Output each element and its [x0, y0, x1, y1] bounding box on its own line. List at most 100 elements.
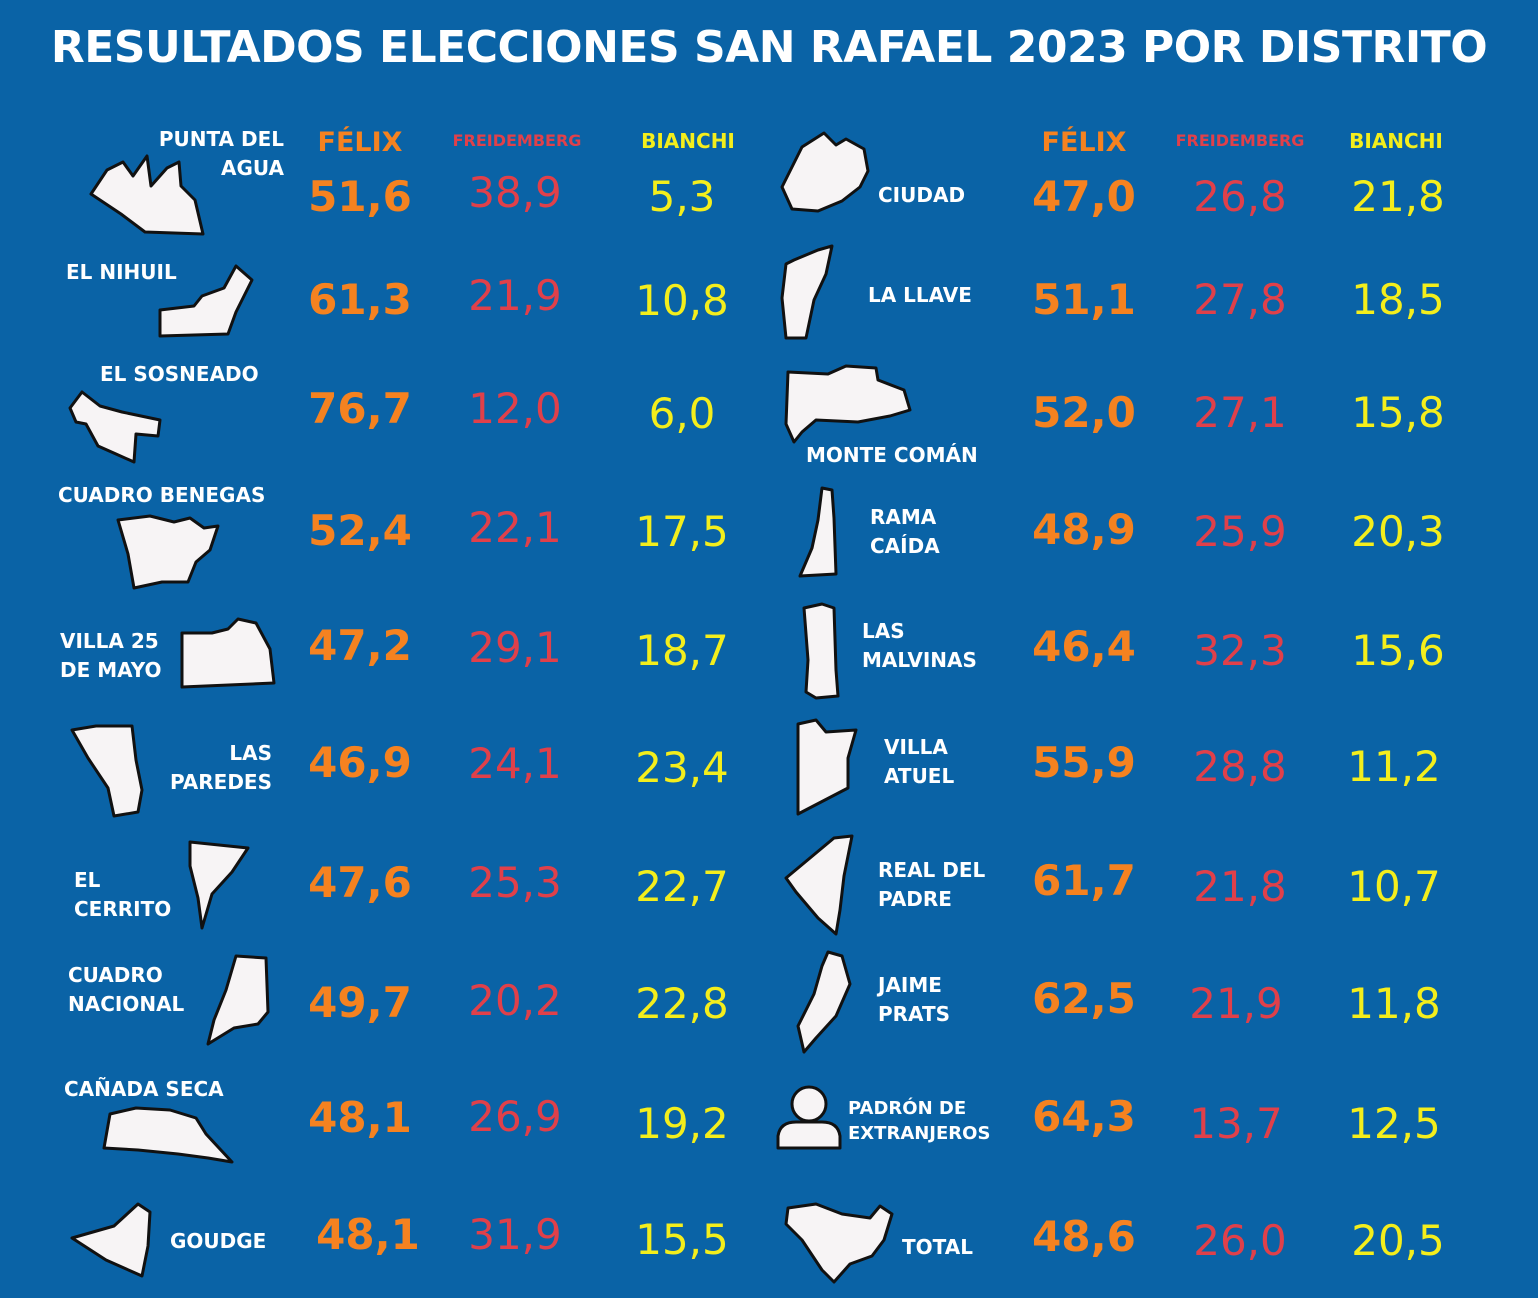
district-map-las-paredes [70, 724, 144, 818]
felix-value: 48,1 [308, 1093, 412, 1142]
district-map-ciudad [780, 131, 870, 213]
bianchi-value: 22,8 [635, 979, 729, 1028]
bianchi-value: 22,7 [635, 862, 729, 911]
freidemberg-value: 31,9 [468, 1210, 562, 1259]
freidemberg-value: 27,8 [1193, 275, 1287, 324]
page-title: RESULTADOS ELECCIONES SAN RAFAEL 2023 PO… [50, 22, 1488, 73]
district-name: LA LLAVE [868, 283, 972, 307]
person-icon [776, 1085, 842, 1150]
freidemberg-value: 20,2 [468, 976, 562, 1025]
freidemberg-value: 12,0 [468, 384, 562, 433]
freidemberg-value: 27,1 [1193, 388, 1287, 437]
district-name: LAS MALVINAS [862, 619, 977, 672]
freidemberg-value: 28,8 [1193, 742, 1287, 791]
district-name: EL SOSNEADO [100, 362, 259, 386]
felix-value: 48,9 [1032, 505, 1136, 554]
header-freidemberg-right: FREIDEMBERG [1175, 131, 1305, 150]
freidemberg-value: 21,8 [1193, 862, 1287, 911]
felix-value: 49,7 [308, 978, 412, 1027]
district-name: VILLA 25 DE MAYO [60, 629, 162, 682]
bianchi-value: 15,5 [635, 1215, 729, 1264]
freidemberg-value: 32,3 [1193, 626, 1287, 675]
freidemberg-value: 25,9 [1193, 507, 1287, 556]
bianchi-value: 10,8 [635, 276, 729, 325]
header-bianchi-left: BIANCHI [641, 129, 735, 153]
district-name: PUNTA DEL AGUA [158, 127, 284, 180]
district-map-la-llave [780, 244, 834, 340]
bianchi-value: 11,2 [1347, 742, 1441, 791]
district-name: JAIME PRATS [878, 973, 951, 1026]
district-name: GOUDGE [170, 1229, 267, 1253]
district-name: EL CERRITO [74, 868, 172, 921]
felix-value: 76,7 [308, 384, 412, 433]
header-felix-right: FÉLIX [1041, 127, 1127, 158]
bianchi-value: 19,2 [635, 1099, 729, 1148]
freidemberg-value: 21,9 [468, 271, 562, 320]
header-bianchi-right: BIANCHI [1349, 129, 1443, 153]
felix-value: 47,0 [1032, 172, 1136, 221]
bianchi-value: 20,3 [1351, 507, 1445, 556]
felix-value: 52,4 [308, 506, 412, 555]
district-map-villa-atuel [796, 718, 858, 816]
district-map-monte-coman [784, 364, 912, 444]
felix-value: 55,9 [1032, 738, 1136, 787]
district-map-el-sosneado [68, 390, 162, 464]
header-freidemberg-left: FREIDEMBERG [452, 131, 582, 150]
freidemberg-value: 26,0 [1193, 1216, 1287, 1265]
felix-value: 46,4 [1032, 622, 1136, 671]
bianchi-value: 5,3 [648, 172, 716, 221]
freidemberg-value: 24,1 [468, 739, 562, 788]
district-name: REAL DEL PADRE [878, 858, 986, 911]
felix-value: 51,6 [308, 172, 412, 221]
bianchi-value: 18,7 [635, 626, 729, 675]
bianchi-value: 15,8 [1351, 388, 1445, 437]
district-name: CUADRO BENEGAS [58, 483, 266, 507]
bianchi-value: 12,5 [1347, 1099, 1441, 1148]
district-map-real-del-padre [784, 834, 854, 936]
bianchi-value: 18,5 [1351, 275, 1445, 324]
felix-value: 62,5 [1032, 974, 1136, 1023]
felix-value: 64,3 [1032, 1092, 1136, 1141]
bianchi-value: 23,4 [635, 743, 729, 792]
bianchi-value: 10,7 [1347, 862, 1441, 911]
district-map-rama-caida [798, 486, 838, 578]
district-map-las-malvinas [802, 602, 840, 700]
freidemberg-value: 26,9 [468, 1092, 562, 1141]
freidemberg-value: 29,1 [468, 623, 562, 672]
felix-value: 48,1 [316, 1210, 420, 1259]
header-felix-left: FÉLIX [317, 127, 403, 158]
district-map-goudge [70, 1202, 152, 1278]
felix-value: 52,0 [1032, 388, 1136, 437]
district-name: CAÑADA SECA [64, 1077, 224, 1101]
freidemberg-value: 38,9 [468, 168, 562, 217]
district-map-canada-seca [102, 1106, 234, 1164]
district-name: RAMA CAÍDA [870, 505, 940, 558]
district-name: TOTAL [902, 1235, 973, 1259]
district-name: MONTE COMÁN [806, 443, 978, 467]
freidemberg-value: 26,8 [1193, 172, 1287, 221]
felix-value: 51,1 [1032, 275, 1136, 324]
bianchi-value: 20,5 [1351, 1216, 1445, 1265]
freidemberg-value: 22,1 [468, 503, 562, 552]
district-map-villa-25-de-mayo [180, 617, 276, 689]
felix-value: 61,3 [308, 275, 412, 324]
district-name: CIUDAD [878, 183, 966, 207]
bianchi-value: 15,6 [1351, 626, 1445, 675]
bianchi-value: 11,8 [1347, 979, 1441, 1028]
district-map-jaime-prats [796, 950, 852, 1054]
felix-value: 46,9 [308, 738, 412, 787]
district-name: LAS PAREDES [169, 741, 272, 794]
bianchi-value: 6,0 [648, 389, 716, 438]
felix-value: 47,2 [308, 621, 412, 670]
district-map-cuadro-benegas [116, 514, 220, 590]
district-map-el-nihuil [158, 264, 254, 338]
felix-value: 48,6 [1032, 1212, 1136, 1261]
district-map-punta-del-agua [89, 154, 205, 236]
district-name: PADRÓN DE EXTRANJEROS [848, 1098, 991, 1144]
district-map-total [784, 1202, 894, 1284]
district-name: CUADRO NACIONAL [68, 963, 185, 1016]
bianchi-value: 17,5 [635, 507, 729, 556]
district-name: VILLA ATUEL [884, 735, 955, 788]
freidemberg-value: 13,7 [1189, 1099, 1283, 1148]
felix-value: 47,6 [308, 858, 412, 907]
